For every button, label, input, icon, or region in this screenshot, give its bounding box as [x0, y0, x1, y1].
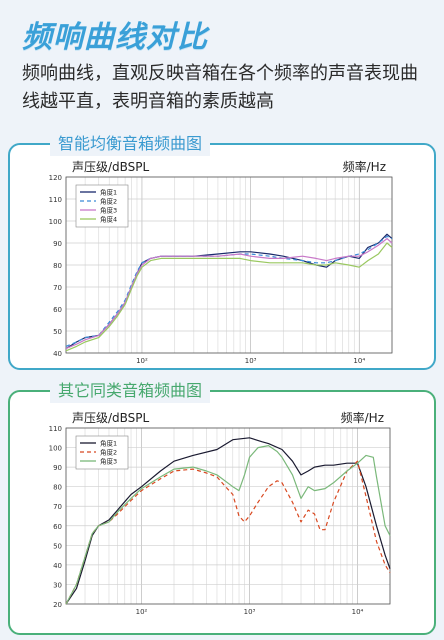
y-tick-label: 60: [53, 306, 62, 314]
legend-label: 角度4: [100, 215, 117, 224]
x-tick-label: 10³: [244, 608, 256, 616]
y-tick-label: 20: [53, 601, 62, 609]
y-tick-label: 100: [49, 218, 62, 226]
legend-box: [75, 435, 129, 470]
series-line-1: [65, 437, 391, 605]
x-axis-label: 频率/Hz: [343, 159, 386, 174]
legend-label: 角度3: [100, 206, 117, 215]
y-tick-label: 30: [53, 581, 62, 589]
y-tick-label: 60: [53, 523, 62, 531]
chart-title: 其它同类音箱频曲图: [50, 379, 211, 403]
y-tick-label: 50: [53, 542, 62, 550]
series-line-1: [65, 233, 393, 350]
legend-label: 角度3: [100, 457, 117, 466]
plot-frame: [65, 427, 391, 605]
x-axis-label: 频率/Hz: [341, 410, 384, 425]
y-tick-label: 40: [53, 350, 62, 358]
y-tick-label: 40: [53, 562, 62, 570]
x-tick-label: 10²: [136, 608, 148, 616]
y-tick-label: 120: [49, 174, 62, 182]
chart-title: 智能均衡音箱频曲图: [50, 132, 211, 156]
chart-panel-other: 其它同类音箱频曲图 20 30 40 50 60 70 80 90 100 110 10² 10³ 10…: [8, 379, 436, 635]
frequency-response-chart-smart-eq: 40 50 60 70 80 90 100 110 120 10² 10³ 10⁴ 声压级/dBSPL 频…: [49, 159, 393, 365]
legend-label: 角度2: [100, 448, 117, 457]
legend-label: 角度2: [100, 197, 117, 206]
y-tick-label: 90: [53, 240, 62, 248]
frequency-response-chart-other: 20 30 40 50 60 70 80 90 100 110 10² 10³ 10⁴ 声压级/dBSPL…: [49, 410, 391, 616]
chart-panel-smart-eq: 智能均衡音箱频曲图 40 50 60 70 80 90 100 110 120 10² 10³ 10⁴…: [8, 132, 436, 370]
series-line-3: [65, 445, 391, 605]
series-line-3: [65, 238, 393, 350]
page-title: 频响曲线对比: [22, 20, 208, 55]
legend-label: 角度1: [100, 439, 117, 448]
series-line-2: [65, 460, 391, 605]
y-axis-label: 声压级/dBSPL: [72, 160, 150, 174]
x-tick-label: 10⁴: [352, 608, 364, 616]
x-tick-label: 10²: [136, 357, 148, 365]
y-tick-label: 80: [53, 262, 62, 270]
plot-frame: [65, 176, 393, 354]
y-axis-label: 声压级/dBSPL: [72, 411, 150, 425]
series-line-4: [65, 242, 393, 352]
legend-label: 角度1: [100, 188, 117, 197]
y-tick-label: 90: [53, 464, 62, 472]
y-tick-label: 50: [53, 328, 62, 336]
y-tick-label: 70: [53, 503, 62, 511]
x-tick-label: 10³: [245, 357, 257, 365]
y-tick-label: 70: [53, 284, 62, 292]
y-tick-label: 110: [49, 196, 62, 204]
x-tick-label: 10⁴: [353, 357, 365, 365]
y-tick-label: 80: [53, 484, 62, 492]
y-tick-label: 100: [49, 445, 62, 453]
y-tick-label: 110: [49, 425, 62, 433]
page-description: 频响曲线，直观反映音箱在各个频率的声音表现曲线越平直，表明音箱的素质越高: [22, 63, 418, 112]
